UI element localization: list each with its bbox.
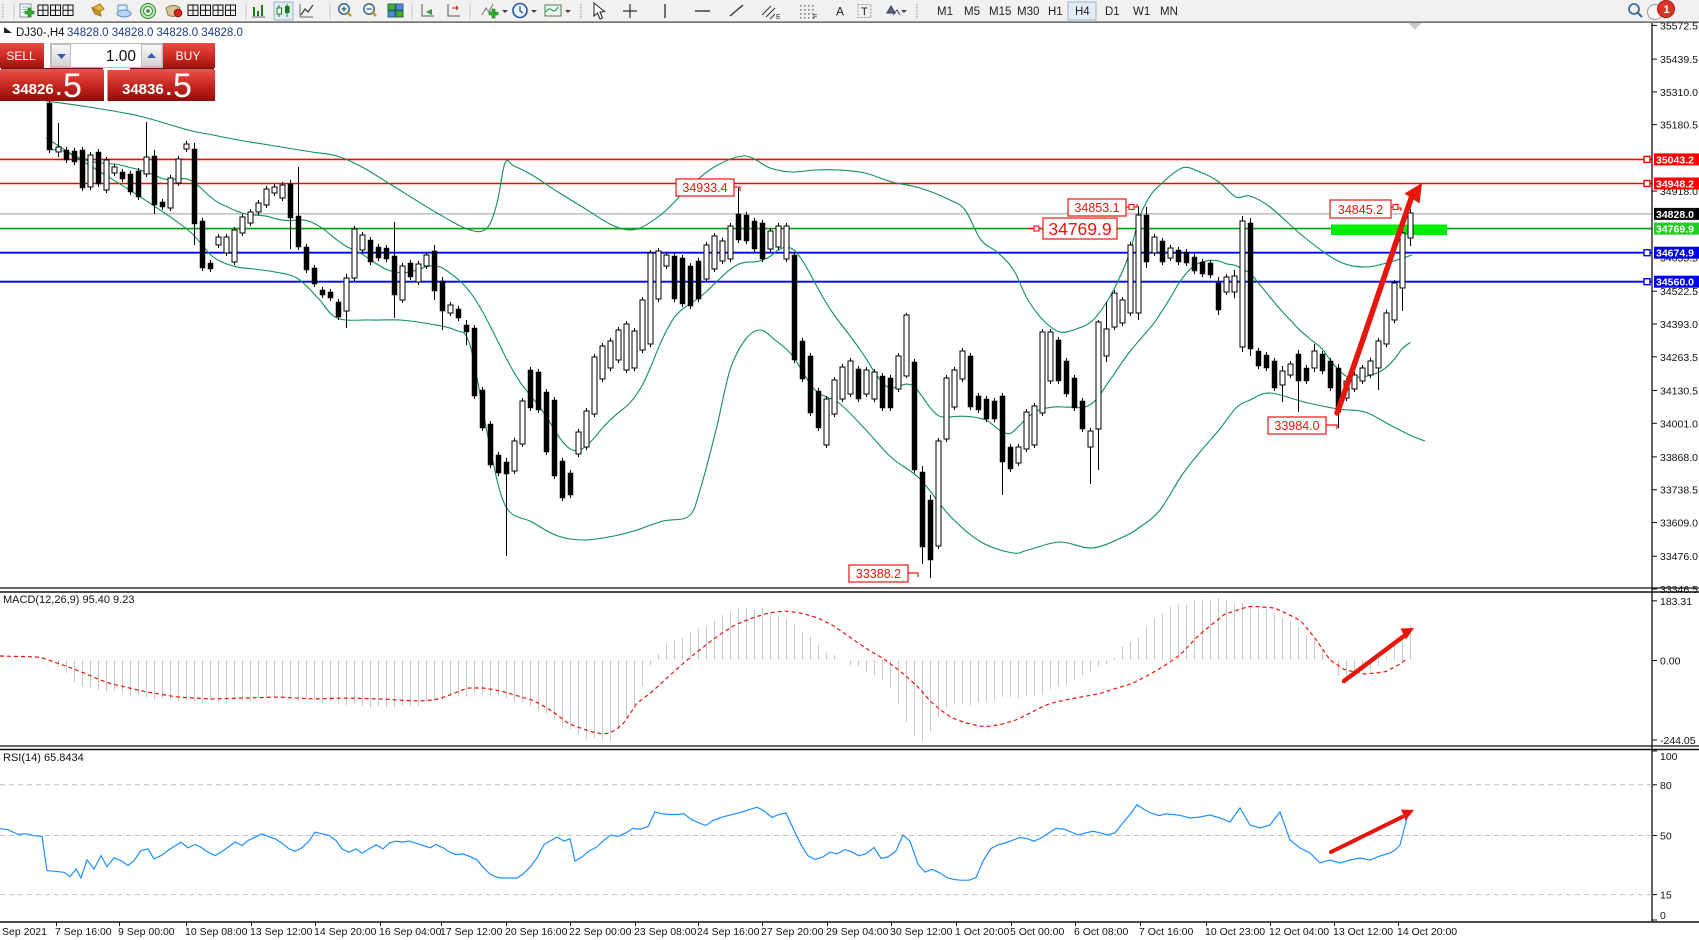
svg-text:35180.5: 35180.5 [1660, 120, 1698, 132]
svg-text:183.31: 183.31 [1660, 596, 1692, 608]
svg-text:50: 50 [1660, 831, 1672, 843]
svg-text:34393.0: 34393.0 [1660, 319, 1698, 331]
svg-text:14 Oct 20:00: 14 Oct 20:00 [1397, 926, 1457, 938]
svg-text:34130.5: 34130.5 [1660, 386, 1698, 398]
svg-text:.: . [56, 78, 62, 100]
svg-text:W1: W1 [1133, 6, 1150, 18]
svg-text:MN: MN [1160, 6, 1178, 18]
svg-text:DJ30-,H4: DJ30-,H4 [16, 27, 65, 39]
svg-text:12 Oct 04:00: 12 Oct 04:00 [1269, 926, 1329, 938]
svg-text:33609.0: 33609.0 [1660, 518, 1698, 530]
svg-text:34560.0: 34560.0 [1656, 277, 1694, 289]
svg-text:0: 0 [1660, 910, 1666, 922]
svg-text:34948.2: 34948.2 [1656, 179, 1694, 191]
svg-text:34769.9: 34769.9 [1656, 224, 1694, 236]
svg-text:33388.2: 33388.2 [856, 567, 901, 581]
svg-text:1 Oct 20:00: 1 Oct 20:00 [955, 926, 1009, 938]
svg-text:15: 15 [1660, 890, 1672, 902]
svg-text:-244.05: -244.05 [1660, 735, 1696, 747]
svg-text:6 Oct 08:00: 6 Oct 08:00 [1074, 926, 1128, 938]
svg-text:D1: D1 [1105, 6, 1120, 18]
svg-text:34769.9: 34769.9 [1048, 219, 1111, 239]
svg-text:MACD(12,26,9) 95.40 9.23: MACD(12,26,9) 95.40 9.23 [3, 594, 134, 606]
svg-text:5 Oct 00:00: 5 Oct 00:00 [1010, 926, 1064, 938]
svg-text:0.00: 0.00 [1660, 656, 1681, 668]
svg-text:24 Sep 16:00: 24 Sep 16:00 [697, 926, 760, 938]
svg-text:34828.0: 34828.0 [1656, 209, 1694, 221]
svg-text:SELL: SELL [6, 49, 36, 63]
svg-text:14 Sep 20:00: 14 Sep 20:00 [314, 926, 377, 938]
svg-text:35043.2: 35043.2 [1656, 154, 1694, 166]
svg-text:5: 5 [63, 67, 82, 105]
svg-text:34933.4: 34933.4 [682, 181, 727, 195]
svg-text:9 Sep 00:00: 9 Sep 00:00 [118, 926, 175, 938]
svg-text:34263.5: 34263.5 [1660, 352, 1698, 364]
svg-text:33868.0: 33868.0 [1660, 452, 1698, 464]
svg-text:34522.5: 34522.5 [1660, 286, 1698, 298]
svg-text:1: 1 [1664, 4, 1670, 16]
svg-text:30 Sep 12:00: 30 Sep 12:00 [890, 926, 953, 938]
svg-text:H4: H4 [1075, 6, 1090, 18]
svg-text:33738.5: 33738.5 [1660, 485, 1698, 497]
svg-text:22 Sep 00:00: 22 Sep 00:00 [569, 926, 632, 938]
svg-text:34674.9: 34674.9 [1656, 248, 1694, 260]
svg-text:33476.0: 33476.0 [1660, 551, 1698, 563]
svg-text:F: F [813, 14, 817, 21]
svg-text:1.00: 1.00 [106, 48, 137, 65]
svg-text:34826: 34826 [12, 81, 54, 98]
svg-text:34845.2: 34845.2 [1338, 203, 1383, 217]
svg-text:27 Sep 20:00: 27 Sep 20:00 [761, 926, 824, 938]
svg-text:16 Sep 04:00: 16 Sep 04:00 [379, 926, 442, 938]
svg-text:35310.0: 35310.0 [1660, 87, 1698, 99]
svg-text:34853.1: 34853.1 [1074, 201, 1119, 215]
svg-text:M30: M30 [1017, 6, 1039, 18]
svg-text:13 Oct 12:00: 13 Oct 12:00 [1333, 926, 1393, 938]
svg-text:17 Sep 12:00: 17 Sep 12:00 [440, 926, 503, 938]
svg-text:.: . [166, 78, 172, 100]
svg-text:34836: 34836 [122, 81, 164, 98]
svg-text:A: A [836, 5, 844, 19]
svg-text:80: 80 [1660, 780, 1672, 792]
svg-text:7 Oct 16:00: 7 Oct 16:00 [1139, 926, 1193, 938]
svg-text:BUY: BUY [176, 49, 201, 63]
svg-text:23 Sep 08:00: 23 Sep 08:00 [634, 926, 697, 938]
svg-text:35572.5: 35572.5 [1660, 20, 1698, 32]
svg-text:13 Sep 12:00: 13 Sep 12:00 [250, 926, 313, 938]
svg-text:34828.0 34828.0 34828.0 34828.: 34828.0 34828.0 34828.0 34828.0 [67, 27, 243, 39]
svg-text:10 Sep 08:00: 10 Sep 08:00 [185, 926, 248, 938]
svg-text:5: 5 [173, 67, 192, 105]
svg-text:35439.5: 35439.5 [1660, 54, 1698, 66]
svg-text:20 Sep 16:00: 20 Sep 16:00 [505, 926, 568, 938]
svg-text:34001.0: 34001.0 [1660, 418, 1698, 430]
svg-text:33346.5: 33346.5 [1660, 584, 1698, 596]
svg-text:33984.0: 33984.0 [1274, 419, 1319, 433]
svg-text:7 Sep 16:00: 7 Sep 16:00 [55, 926, 112, 938]
svg-text:Sep 2021: Sep 2021 [2, 926, 47, 938]
svg-text:T: T [861, 6, 868, 18]
svg-text:M1: M1 [937, 6, 953, 18]
svg-text:29 Sep 04:00: 29 Sep 04:00 [826, 926, 889, 938]
svg-text:M15: M15 [989, 6, 1011, 18]
svg-text:100: 100 [1660, 751, 1678, 763]
svg-text:H1: H1 [1048, 6, 1063, 18]
svg-text:10 Oct 23:00: 10 Oct 23:00 [1205, 926, 1265, 938]
svg-text:RSI(14) 65.8434: RSI(14) 65.8434 [3, 752, 84, 764]
svg-text:E: E [776, 14, 781, 21]
svg-text:M5: M5 [964, 6, 980, 18]
